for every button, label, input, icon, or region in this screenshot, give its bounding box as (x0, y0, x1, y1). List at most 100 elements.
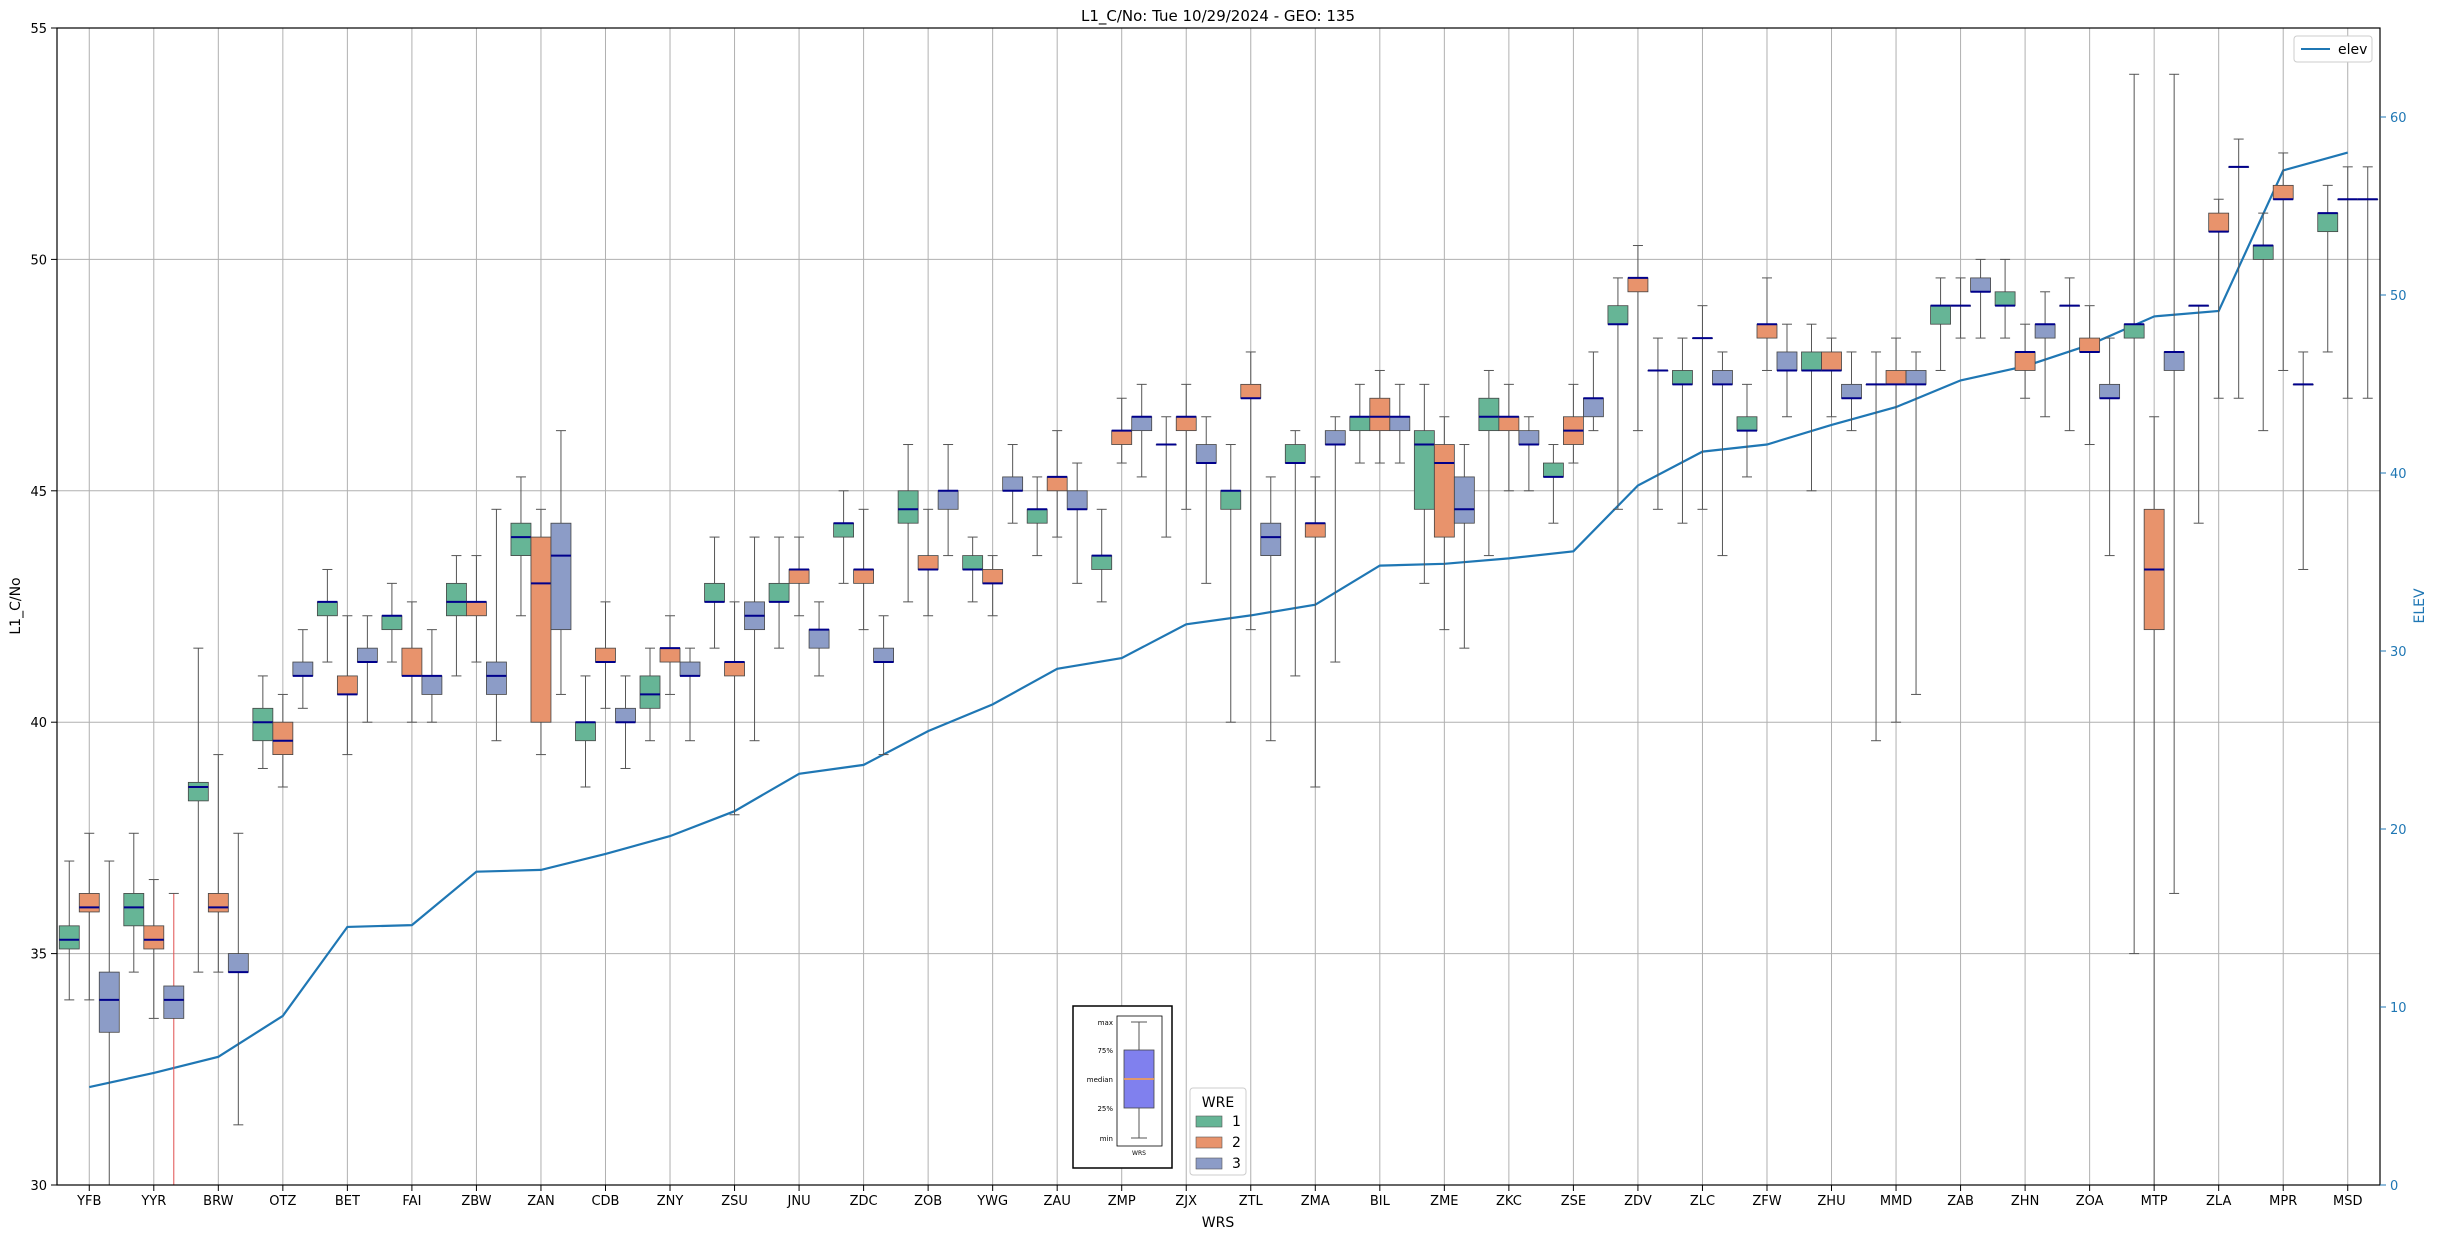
box-yfb-wre1 (58, 860, 80, 1001)
iqr-box (595, 647, 616, 663)
chart-title: L1_C/No: Tue 10/29/2024 - GEO: 135 (1081, 7, 1355, 26)
box-zse-wre1 (1543, 444, 1564, 524)
iqr-box (1478, 397, 1500, 432)
x-tick-label: YYR (140, 1194, 166, 1209)
box-yfb-wre3 (98, 860, 120, 1186)
box-zmp-wre3 (1131, 383, 1153, 478)
iqr-box (1195, 444, 1217, 464)
x-tick-label: JNU (787, 1194, 811, 1209)
box-brw-wre2 (207, 754, 229, 973)
box-zla-wre2 (2208, 198, 2230, 399)
iqr-box (1046, 476, 1068, 492)
iqr-box (1801, 351, 1822, 371)
box-jnu-wre2 (788, 536, 810, 617)
box-zob-wre1 (897, 444, 919, 603)
iqr-box (510, 522, 532, 556)
y2-tick-label: 40 (2390, 467, 2407, 482)
x-tick-label: ZAB (1947, 1194, 1974, 1209)
box-zab-wre2 (1950, 277, 1971, 339)
box-ztl-wre3 (1260, 476, 1282, 742)
iqr-box (401, 647, 423, 677)
wre-legend-swatch-1 (1195, 1115, 1223, 1128)
box-cdb-wre3 (615, 675, 636, 769)
box-zjx-wre2 (1175, 383, 1197, 510)
box-zme-wre3 (1453, 444, 1475, 649)
box-yyr-wre3 (163, 892, 185, 1186)
iqr-box (853, 569, 874, 584)
iqr-box (207, 893, 229, 913)
elev-legend-frame (2293, 35, 2373, 63)
x-tick-label: ZFW (1752, 1194, 1781, 1209)
iqr-box (1260, 522, 1282, 556)
box-zhn-wre1 (1994, 258, 2016, 339)
iqr-box (575, 721, 596, 742)
iqr-box (1905, 370, 1927, 385)
iqr-box (982, 569, 1004, 584)
iqr-box (1543, 462, 1564, 478)
x-tick-label: YWG (976, 1194, 1008, 1209)
box-mmd-wre3 (1905, 351, 1927, 695)
boxplot-key-max-label: max (1098, 1019, 1113, 1027)
box-mtp-wre1 (2123, 73, 2145, 955)
elev-line (89, 151, 2348, 1089)
box-cdb-wre2 (595, 601, 616, 709)
iqr-box (316, 601, 338, 617)
box-jnu-wre1 (768, 536, 790, 649)
box-brw-wre3 (227, 832, 249, 1126)
y2-tick-label: 50 (2390, 289, 2407, 304)
x-tick-label: ZBW (461, 1194, 491, 1209)
y-tick-label: 40 (30, 716, 47, 731)
iqr-box (724, 661, 745, 677)
box-zoa-wre3 (2099, 337, 2121, 557)
x-tick-label: ZTL (1239, 1194, 1264, 1209)
elev-legend-label: elev (2338, 42, 2367, 58)
iqr-box (2099, 383, 2121, 399)
box-zan-wre1 (510, 476, 532, 617)
box-zhu-wre3 (1841, 351, 1862, 432)
box-zkc-wre3 (1518, 416, 1540, 492)
iqr-box (1994, 291, 2016, 307)
box-cdb-wre1 (575, 675, 596, 788)
box-zny-wre3 (679, 647, 701, 742)
box-mtp-wre2 (2143, 416, 2165, 1186)
box-zma-wre3 (1324, 416, 1346, 663)
iqr-box (1885, 370, 1907, 385)
iqr-box (187, 781, 209, 802)
box-ztl-wre2 (1240, 351, 1262, 631)
box-zob-wre2 (917, 508, 939, 617)
x-axis-label: WRS (1202, 1215, 1235, 1231)
iqr-box (788, 569, 810, 584)
box-mmd-wre2 (1885, 337, 1907, 723)
box-zse-wre2 (1563, 383, 1584, 464)
iqr-box (704, 582, 725, 603)
iqr-box (1413, 430, 1435, 510)
box-zan-wre3 (550, 430, 572, 695)
box-bil-wre2 (1369, 369, 1391, 464)
x-tick-label: FAI (402, 1194, 421, 1209)
box-brw-wre1 (187, 647, 209, 973)
x-tick-label: ZMA (1301, 1194, 1330, 1209)
iqr-box (2079, 337, 2101, 353)
y-axis-label: L1_C/No (8, 577, 24, 634)
x-tick-label: ZNY (657, 1194, 684, 1209)
wre-legend-swatch-2 (1195, 1136, 1223, 1149)
x-tick-label: ZAU (1044, 1194, 1071, 1209)
wre-legend-label-3: 3 (1232, 1156, 1241, 1172)
box-zma-wre2 (1304, 476, 1326, 788)
iqr-box (1349, 416, 1371, 432)
box-zan-wre2 (530, 508, 552, 756)
wre-legend-frame (1189, 1087, 1247, 1176)
box-zau-wre2 (1046, 430, 1068, 538)
elev-layer (89, 151, 2348, 1089)
box-jnu-wre3 (808, 601, 830, 677)
iqr-box (1002, 476, 1024, 492)
plot-frame (56, 27, 2381, 1186)
box-zdv-wre2 (1627, 245, 1649, 432)
iqr-box (2014, 351, 2036, 371)
boxplot-key-median-label: median (1087, 1076, 1113, 1084)
box-ywg-wre3 (1002, 444, 1024, 524)
x-tick-label: ZHU (1817, 1194, 1845, 1209)
x-tick-label: ZHN (2011, 1194, 2039, 1209)
box-zdc-wre3 (873, 615, 894, 756)
